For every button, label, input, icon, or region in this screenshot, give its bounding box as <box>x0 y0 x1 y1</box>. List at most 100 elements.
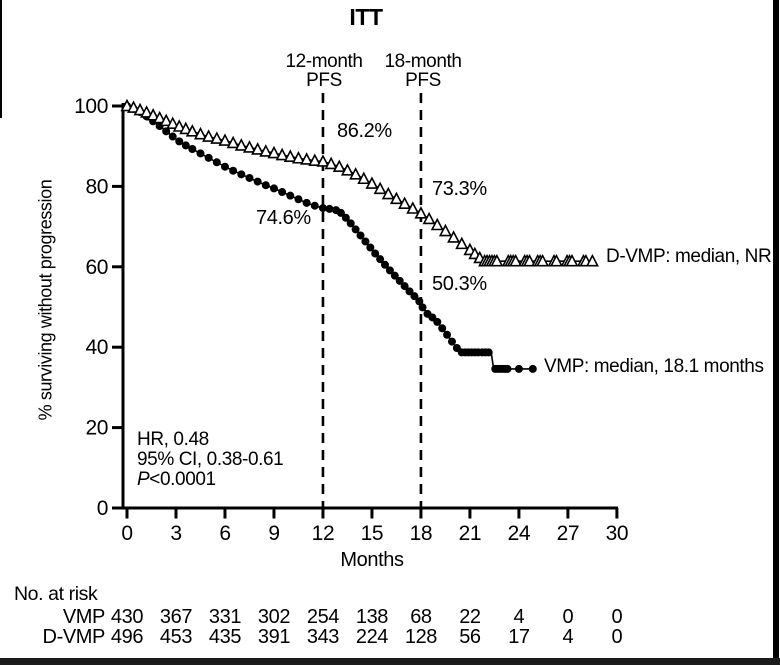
vmp-marker <box>390 271 399 280</box>
annotation-vmp-12mo: 74.6% <box>256 207 311 229</box>
dvmp-marker <box>127 100 141 113</box>
y-tick-label: 80 <box>85 175 108 198</box>
vmp-marker <box>286 191 295 200</box>
legend-dvmp: D-VMP: median, NR <box>606 246 772 267</box>
risk-value: 56 <box>459 626 481 648</box>
vmp-marker <box>261 181 270 190</box>
dvmp-marker <box>242 140 256 153</box>
dvmp-marker <box>447 230 461 243</box>
dvmp-marker <box>438 223 452 237</box>
vmp-marker <box>188 145 197 154</box>
y-tick-label: 100 <box>74 95 108 118</box>
annotation-dvmp-18mo: 73.3% <box>432 178 487 200</box>
risk-value: 17 <box>508 626 530 648</box>
vmp-marker <box>415 297 424 306</box>
vmp-marker <box>366 243 375 252</box>
vmp-marker <box>395 276 404 285</box>
dvmp-marker <box>549 253 563 267</box>
risk-value: 138 <box>356 606 388 628</box>
y-tick-label: 0 <box>97 497 108 520</box>
y-tick-label: 40 <box>85 336 108 359</box>
x-tick-label: 18 <box>410 522 433 545</box>
vmp-marker <box>181 141 190 150</box>
annotation-vmp-18mo: 50.3% <box>432 273 487 295</box>
figure-border-right <box>773 0 779 665</box>
vmp-marker <box>410 292 419 301</box>
risk-value: 367 <box>160 606 192 628</box>
vmp-marker <box>269 184 278 193</box>
y-tick-label: 60 <box>85 256 108 279</box>
vmp-marker <box>405 287 414 296</box>
dvmp-marker <box>381 186 395 200</box>
x-tick-label: 0 <box>121 522 132 545</box>
vmp-marker <box>341 213 350 222</box>
risk-value: 68 <box>410 606 432 628</box>
dvmp-marker <box>422 211 436 225</box>
dvmp-marker <box>398 196 412 209</box>
dvmp-marker <box>373 181 387 195</box>
risk-value: 430 <box>111 606 143 628</box>
dvmp-marker <box>146 108 160 121</box>
risk-value: 496 <box>111 626 143 648</box>
dvmp-marker <box>357 171 371 185</box>
x-tick-label: 15 <box>361 522 384 545</box>
dvmp-marker <box>308 153 322 166</box>
risk-row-label-vmp: VMP <box>63 606 105 628</box>
risk-value: 224 <box>356 626 388 648</box>
vmp-marker <box>237 170 246 179</box>
vmp-marker <box>514 364 523 373</box>
dvmp-marker <box>159 113 173 127</box>
dvmp-marker <box>300 152 314 165</box>
y-tick-label: 20 <box>85 417 108 440</box>
dvmp-marker <box>153 110 167 124</box>
vmp-marker <box>528 364 537 373</box>
x-tick-label: 21 <box>459 522 482 545</box>
dvmp-marker <box>140 105 154 118</box>
dvmp-marker <box>349 167 363 180</box>
risk-value: 4 <box>563 626 574 648</box>
x-axis-label: Months <box>340 549 404 571</box>
stats-confidence-interval: 95% CI, 0.38-0.61 <box>137 449 284 470</box>
stats-p-number: <0.0001 <box>149 469 216 490</box>
dvmp-marker <box>267 145 281 159</box>
vmp-marker <box>336 208 345 217</box>
vmp-marker <box>310 201 319 210</box>
y-axis-label: % surviving without progression <box>35 179 56 421</box>
dvmp-marker <box>324 156 338 170</box>
vmp-marker <box>204 153 213 162</box>
dvmp-marker <box>133 102 147 116</box>
reference-label-line1: 12-month <box>285 51 363 72</box>
vmp-marker <box>438 324 447 333</box>
reference-label-line1: 18-month <box>384 51 462 72</box>
dvmp-marker <box>365 176 379 189</box>
vmp-marker <box>253 177 262 186</box>
vmp-marker <box>433 317 442 326</box>
vmp-marker <box>371 249 380 258</box>
dvmp-marker <box>179 121 193 135</box>
dvmp-marker <box>210 131 224 144</box>
legend-vmp: VMP: median, 18.1 months <box>544 356 764 377</box>
vmp-marker <box>381 260 390 269</box>
reference-label-line2: PFS <box>306 70 342 91</box>
chart-title: ITT <box>349 4 383 30</box>
dvmp-marker <box>251 142 265 155</box>
x-tick-label: 27 <box>557 522 580 545</box>
reference-label-12-month-pfs: 12-month PFS <box>285 52 362 90</box>
vmp-marker <box>351 225 360 234</box>
dvmp-marker <box>234 138 248 151</box>
x-tick-label: 12 <box>312 522 335 545</box>
annotation-dvmp-12mo: 86.2% <box>337 120 392 142</box>
dvmp-marker <box>565 253 579 267</box>
vmp-marker <box>229 166 238 175</box>
dvmp-marker <box>585 253 599 267</box>
vmp-marker <box>196 149 205 158</box>
risk-table-header: No. at risk <box>14 583 98 605</box>
x-tick-label: 9 <box>268 522 279 545</box>
risk-value: 0 <box>612 626 623 648</box>
dvmp-marker <box>218 133 232 146</box>
vmp-marker <box>168 132 177 141</box>
dvmp-marker <box>226 135 240 149</box>
x-tick-label: 24 <box>508 522 531 545</box>
dvmp-marker <box>202 129 216 142</box>
